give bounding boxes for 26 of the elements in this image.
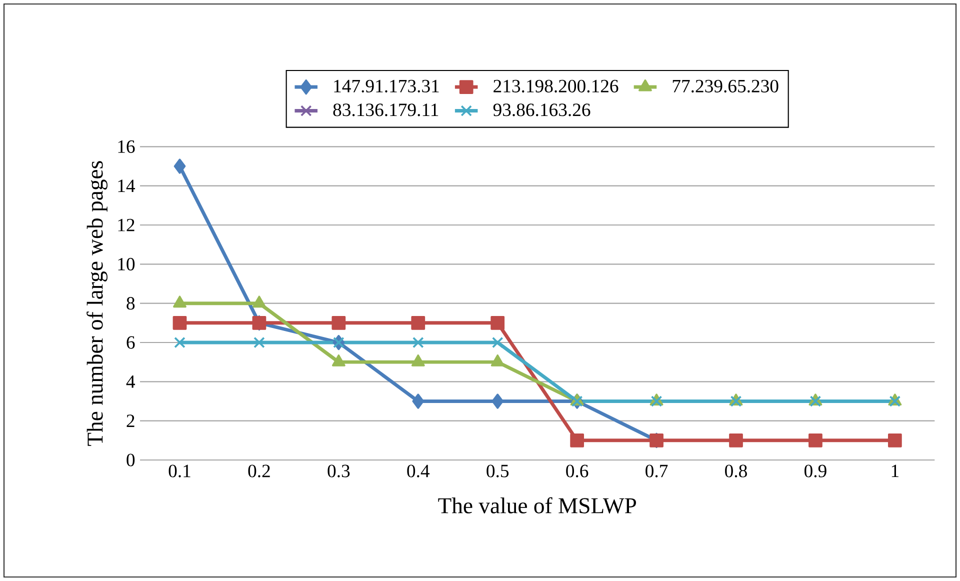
y-tick-label: 12: [118, 218, 134, 232]
x-tick-label: 0.3: [328, 464, 350, 478]
x-tick-label: 0.6: [566, 464, 588, 478]
y-tick-label: 6: [126, 336, 135, 349]
x-tick-label: 0.8: [725, 464, 747, 478]
x-tick-label: 0.5: [486, 464, 509, 478]
x-tick-label: 0.1: [168, 464, 190, 478]
y-tick-label: 10: [118, 258, 135, 270]
legend-label: 93.86.163.26: [493, 104, 590, 116]
y-tick-label: 2: [126, 414, 134, 428]
x-tick-label: 1: [892, 464, 898, 478]
y-tick-label: 0: [126, 454, 135, 466]
y-tick-label: 4: [126, 376, 136, 388]
x-tick-label: 0.7: [646, 464, 668, 478]
legend-label: 147.91.173.31: [334, 80, 439, 92]
y-tick-label: 14: [118, 180, 136, 192]
x-axis-title: The value of MSLWP: [438, 497, 636, 514]
legend-label: 213.198.200.126: [494, 80, 618, 93]
y-tick-label: 8: [126, 297, 135, 310]
legend-label: 77.239.65.230: [672, 80, 778, 93]
legend-label: 83.136.179.11: [333, 104, 438, 116]
y-axis-title: The number of large web pages: [86, 161, 108, 446]
x-tick-label: 0.9: [804, 464, 826, 478]
x-tick-label: 0.4: [407, 464, 430, 478]
y-tick-label: 16: [118, 140, 135, 153]
x-tick-label: 0.2: [248, 464, 270, 478]
